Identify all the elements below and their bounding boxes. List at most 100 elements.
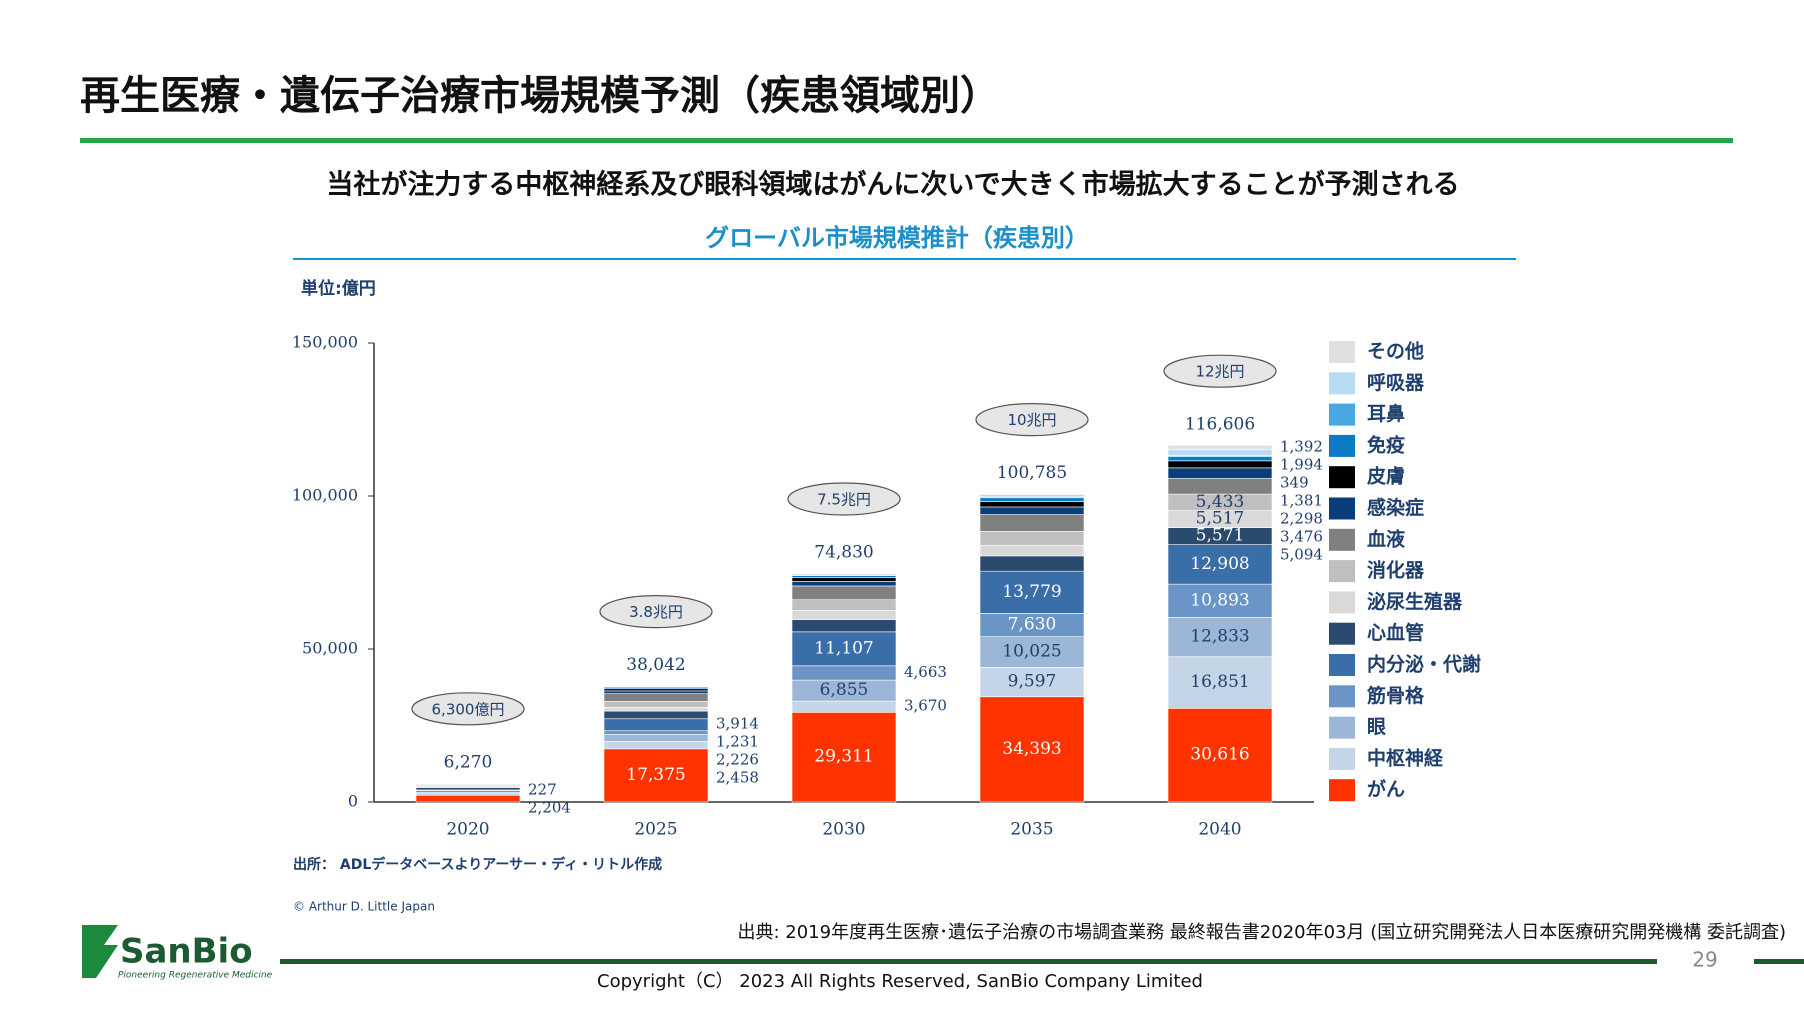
bar-segment: [1167, 467, 1273, 479]
legend-label: 感染症: [1367, 496, 1424, 519]
footer-rule: [280, 959, 1657, 964]
x-tick-label: 2030: [822, 820, 865, 840]
bar-segment: [979, 531, 1085, 546]
bar-segment: [1167, 617, 1273, 658]
legend-label: 呼吸器: [1367, 372, 1425, 394]
bar-segment: [791, 585, 897, 601]
segment-label: 5,094: [1280, 545, 1323, 563]
annotation-bubble: [1163, 354, 1277, 388]
annotation: 7.5兆円: [817, 491, 871, 509]
legend-swatch: [1329, 434, 1355, 457]
x-tick-label: 2035: [1010, 820, 1053, 840]
bar-segment: [791, 665, 897, 681]
y-tick-label: 100,000: [292, 486, 358, 505]
bar-segment: [979, 514, 1085, 532]
bar-segment: [791, 631, 897, 667]
title-rule: [80, 138, 1733, 143]
segment-label: 5,433: [1196, 492, 1245, 512]
legend-swatch: [1329, 403, 1355, 426]
chart-title: グローバル市場規模推計（疾患別）: [705, 224, 1089, 252]
copyright: Copyright（C） 2023 All Rights Reserved, S…: [597, 971, 1203, 992]
page-number: 29: [1692, 948, 1717, 972]
bar-segment: [1167, 708, 1273, 803]
segment-label: 2,226: [716, 751, 759, 769]
segment-label: 2,204: [528, 798, 571, 816]
bar-segment: [979, 493, 1085, 496]
legend-label: 筋骨格: [1367, 684, 1425, 707]
segment-label: 2,458: [716, 769, 759, 787]
annotation: 6,300億円: [432, 700, 505, 718]
bar-segment: [979, 555, 1085, 572]
bar-segment: [603, 748, 709, 803]
bar-segment: [791, 572, 897, 575]
segment-label: 3,476: [1280, 527, 1323, 545]
bar-segment: [603, 690, 709, 694]
x-tick-label: 2025: [634, 820, 677, 840]
bar-segment: [603, 718, 709, 732]
bar-segment: [603, 688, 709, 692]
total-label: 6,270: [444, 752, 493, 772]
legend-swatch: [1329, 622, 1355, 645]
legend-swatch: [1329, 341, 1355, 363]
segment-label: 9,597: [1008, 672, 1057, 692]
bar-segment: [1167, 460, 1273, 469]
bar-segment: [1167, 583, 1273, 618]
bar-segment: [603, 693, 709, 702]
legend-swatch: [1329, 591, 1355, 614]
legend-swatch: [1329, 528, 1355, 551]
bar-segment: [1167, 656, 1273, 709]
bar-segment: [603, 707, 709, 712]
segment-label: 3,914: [716, 715, 759, 733]
annotation-bubble: [411, 692, 525, 726]
bar-segment: [791, 581, 897, 587]
segment-label: 1,392: [1280, 437, 1323, 455]
legend-label: 中枢神経: [1367, 746, 1444, 769]
x-tick-label: 2040: [1198, 820, 1241, 840]
segment-label: 11,107: [814, 638, 873, 658]
legend-swatch: [1329, 560, 1355, 583]
segment-label: 2,298: [1280, 509, 1323, 527]
legend-label: 耳鼻: [1367, 402, 1405, 425]
legend-label: 心血管: [1367, 621, 1424, 644]
segment-label: 1,231: [716, 733, 759, 751]
legend-label: がん: [1367, 778, 1405, 801]
segment-label: 12,833: [1190, 627, 1249, 647]
bar-segment: [979, 696, 1085, 803]
legend-swatch: [1329, 372, 1355, 395]
chart-title-rule: [293, 258, 1516, 260]
segment-label: 7,630: [1008, 615, 1057, 635]
segment-label: 3,670: [904, 697, 947, 715]
segment-label: 349: [1280, 473, 1309, 491]
slide-title: 再生医療・遺伝子治療市場規模予測（疾患領域別）: [80, 73, 1000, 119]
bar-segment: [979, 544, 1085, 557]
segment-label: 34,393: [1002, 739, 1061, 759]
logo-name: SanBio: [120, 932, 253, 972]
bar-segment: [1167, 478, 1273, 495]
bar-segment: [791, 619, 897, 633]
bar-segment: [791, 575, 897, 578]
legend-swatch: [1329, 654, 1355, 676]
segment-label: 6,855: [820, 680, 869, 700]
legend-label: 免疫: [1367, 433, 1405, 456]
annotation-bubble: [975, 402, 1089, 437]
logo-tagline: Pioneering Regenerative Medicine: [118, 971, 273, 981]
legend-swatch: [1329, 466, 1355, 489]
segment-label: 13,779: [1002, 582, 1061, 602]
unit-label: 単位:億円: [301, 278, 376, 299]
footnote: 出典: 2019年度再生医療･遺伝子治療の市場調査業務 最終報告書2020年03…: [737, 922, 1786, 943]
annotation-bubble: [599, 594, 713, 629]
segment-label: 10,025: [1002, 642, 1061, 662]
x-tick-label: 2020: [446, 820, 489, 840]
legend-swatch: [1329, 497, 1355, 520]
legend-swatch: [1329, 716, 1355, 739]
legend-label: 内分泌・代謝: [1367, 653, 1481, 676]
bar-segment: [603, 701, 709, 708]
bar-segment: [415, 794, 521, 803]
logo: SanBio Pioneering Regenerative Medicine: [82, 925, 273, 981]
annotation: 12兆円: [1195, 363, 1244, 381]
footer-rule-end: [1754, 959, 1804, 964]
legend-swatch: [1329, 747, 1355, 770]
total-label: 74,830: [814, 543, 873, 563]
bar-segment: [791, 712, 897, 803]
